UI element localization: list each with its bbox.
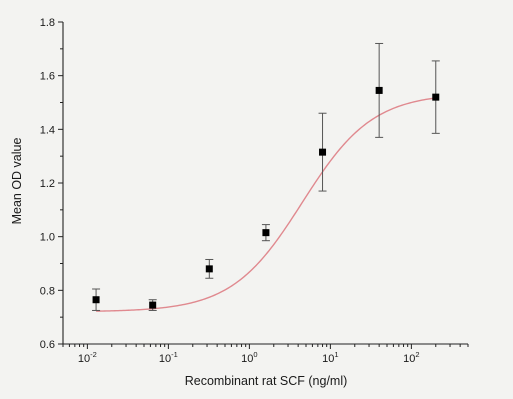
y-tick-label: 1.6 <box>40 71 55 83</box>
data-point <box>149 301 157 309</box>
data-point <box>205 265 213 273</box>
y-tick-label: 0.6 <box>40 339 55 351</box>
data-point <box>319 148 327 156</box>
x-tick-label: 100 <box>241 350 257 365</box>
data-point <box>92 296 100 304</box>
x-tick-label: 102 <box>403 350 419 365</box>
y-axis-title: Mean OD value <box>10 138 24 225</box>
x-axis-title: Recombinant rat SCF (ng/ml) <box>185 374 348 388</box>
y-tick-label: 1.4 <box>40 124 55 136</box>
y-tick-label: 0.8 <box>40 285 55 297</box>
data-point <box>262 229 270 237</box>
y-tick-label: 1.0 <box>40 232 55 244</box>
data-point <box>375 86 383 94</box>
y-tick-label: 1.8 <box>40 17 55 29</box>
fit-curve <box>96 97 436 312</box>
y-tick-label: 1.2 <box>40 178 55 190</box>
x-tick-label: 101 <box>322 350 338 365</box>
x-tick-label: 10-1 <box>159 350 178 365</box>
data-point <box>432 93 440 101</box>
x-tick-label: 10-2 <box>78 350 97 365</box>
